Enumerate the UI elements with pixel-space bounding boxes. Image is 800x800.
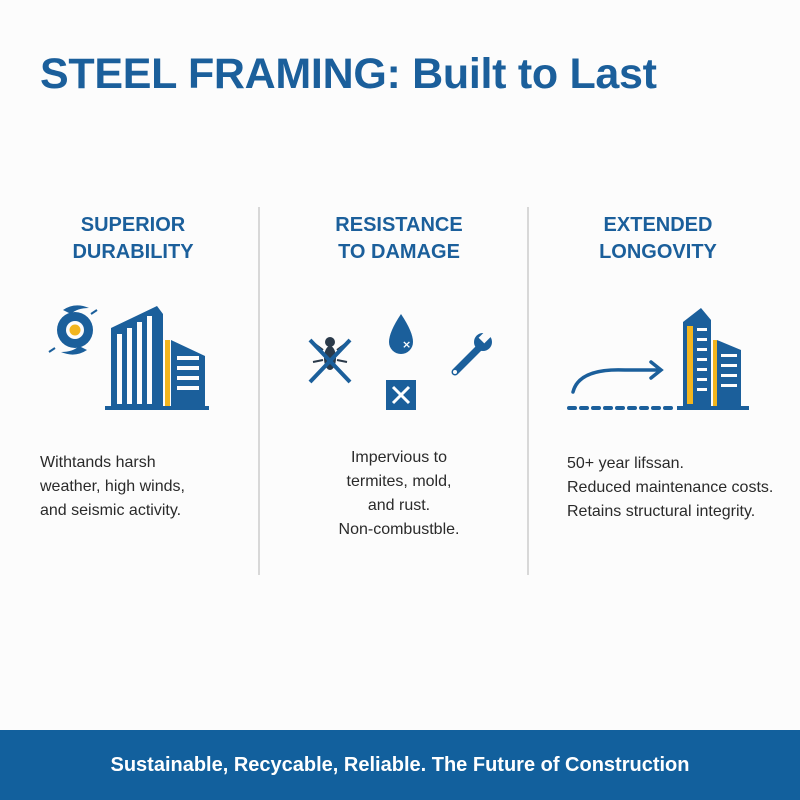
description-line: Reduced maintenance costs. <box>567 479 774 496</box>
description-line: Non-combustble. <box>338 521 460 538</box>
heading-line: LONGOVITY <box>599 241 717 263</box>
column-heading-durability: SUPERIOR DURABILITY <box>13 212 253 266</box>
water-drop-icon: × <box>389 314 413 354</box>
description-line: termites, mold, <box>346 473 452 490</box>
resistance-illustration: × <box>305 310 505 420</box>
description-line: Retains structural integrity. <box>567 503 756 520</box>
wrench-icon <box>451 330 492 376</box>
heading-line: TO DAMAGE <box>338 241 460 263</box>
column-heading-resistance: RESISTANCE TO DAMAGE <box>279 212 519 266</box>
description-line: weather, high winds, <box>40 478 185 495</box>
heading-line: RESISTANCE <box>335 214 463 236</box>
no-termite-icon <box>308 337 352 384</box>
column-divider-left <box>258 207 260 575</box>
footer-tagline: Sustainable, Recycable, Reliable. The Fu… <box>110 753 690 776</box>
tall-building-icon <box>677 308 749 410</box>
durability-illustration <box>45 300 215 420</box>
tools-box-icon <box>386 380 416 410</box>
longevity-illustration <box>565 300 760 420</box>
description-line: and rust. <box>367 497 431 514</box>
description-durability: Withtands harsh weather, high winds, and… <box>40 451 185 523</box>
timeline-arrow-icon <box>567 360 677 410</box>
heading-line: EXTENDED <box>603 214 713 236</box>
description-resistance: Impervious to termites, mold, and rust. … <box>279 446 519 542</box>
svg-text:×: × <box>402 338 411 351</box>
description-longevity: 50+ year lifssan. Reduced maintenance co… <box>567 452 773 524</box>
heading-line: DURABILITY <box>72 241 194 263</box>
building-icon <box>105 306 209 410</box>
page-title: STEEL FRAMING: Built to Last <box>40 50 657 98</box>
description-line: Impervious to <box>350 449 448 466</box>
footer-banner: Sustainable, Recycable, Reliable. The Fu… <box>0 730 800 800</box>
description-line: and seismic activity. <box>40 502 182 519</box>
heading-line: SUPERIOR <box>80 214 186 236</box>
hurricane-icon <box>48 305 98 355</box>
description-line: 50+ year lifssan. <box>567 455 684 472</box>
description-line: Withtands harsh <box>40 454 156 471</box>
column-divider-right <box>527 207 529 575</box>
column-heading-longevity: EXTENDED LONGOVITY <box>538 212 778 266</box>
